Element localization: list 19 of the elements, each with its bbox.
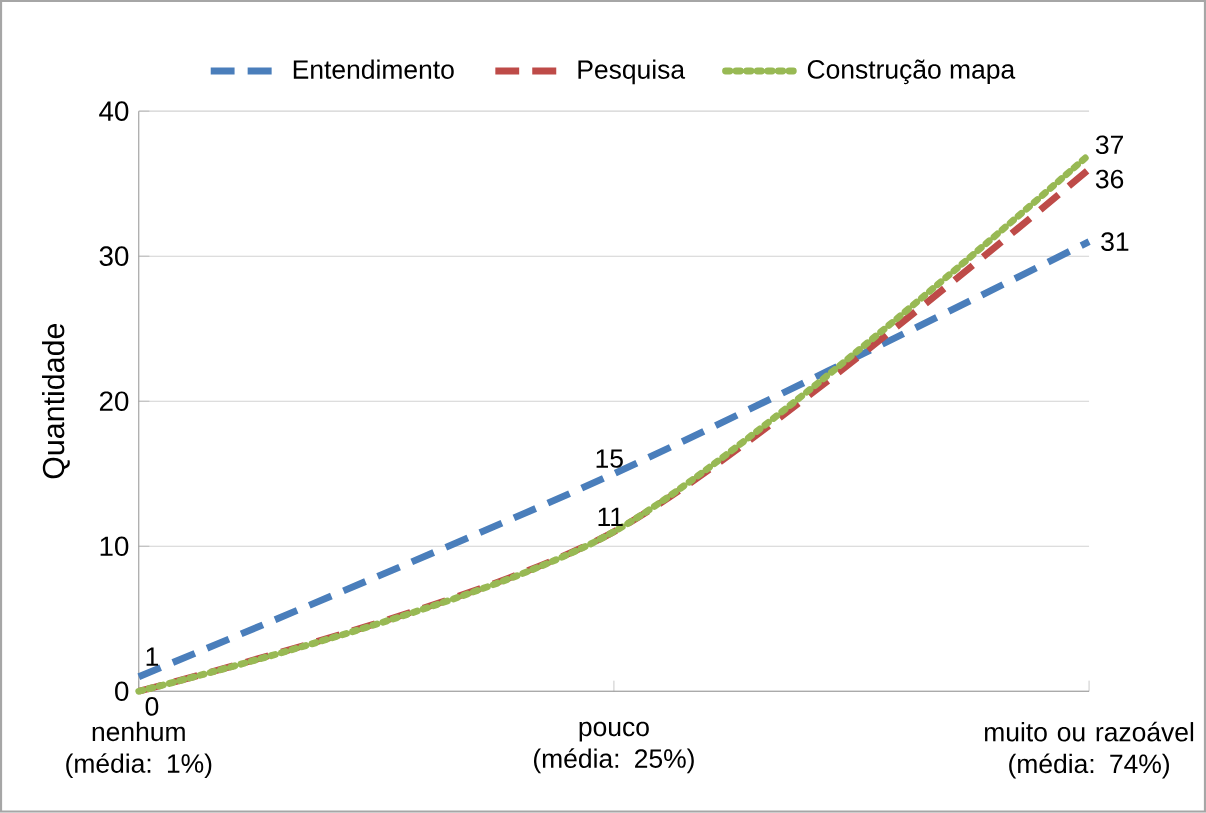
data-label: 1 xyxy=(146,647,159,666)
y-tick-label: 0 xyxy=(115,681,129,702)
x-tick-label: muito ou razoável (média: 74%) xyxy=(984,721,1194,779)
y-tick-label: 30 xyxy=(99,246,129,267)
x-tick-label: pouco (média: 25%) xyxy=(534,721,694,774)
data-label: 36 xyxy=(1095,169,1124,189)
data-label: 11 xyxy=(598,507,623,527)
x-tick-label: nenhum (média: 1%) xyxy=(66,721,212,779)
y-tick-label: 10 xyxy=(100,536,129,557)
data-label: 37 xyxy=(1095,135,1123,155)
y-axis-title: Quantidade xyxy=(42,324,70,479)
legend-label: Construção mapa xyxy=(807,59,1016,85)
data-label: 15 xyxy=(596,449,623,469)
data-label: 31 xyxy=(1101,232,1129,252)
legend-label: Entendimento xyxy=(293,59,454,80)
legend-label: Pesquisa xyxy=(578,59,686,85)
y-tick-label: 20 xyxy=(99,391,129,412)
y-tick-label: 40 xyxy=(99,101,129,122)
data-label: 0 xyxy=(145,697,159,716)
